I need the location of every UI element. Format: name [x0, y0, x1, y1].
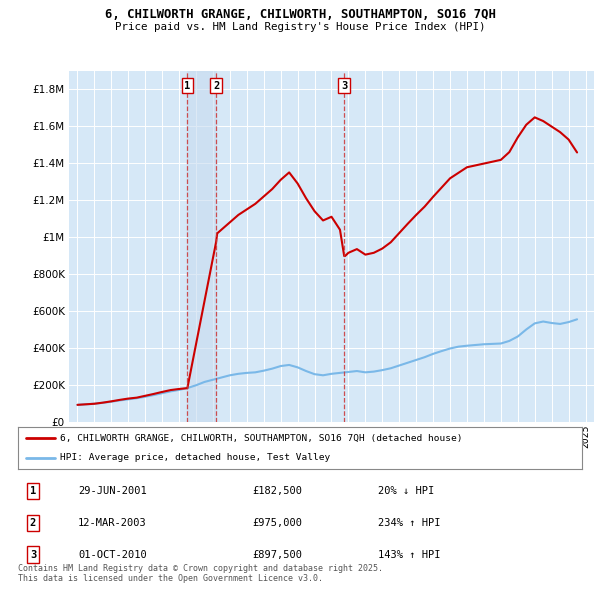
Text: 01-OCT-2010: 01-OCT-2010: [78, 550, 147, 559]
Text: 3: 3: [341, 81, 347, 91]
Text: Price paid vs. HM Land Registry's House Price Index (HPI): Price paid vs. HM Land Registry's House …: [115, 22, 485, 32]
Text: £897,500: £897,500: [252, 550, 302, 559]
Text: 1: 1: [30, 486, 36, 496]
Text: 2: 2: [213, 81, 219, 91]
Text: 20% ↓ HPI: 20% ↓ HPI: [378, 486, 434, 496]
Text: 2: 2: [30, 518, 36, 527]
Text: 29-JUN-2001: 29-JUN-2001: [78, 486, 147, 496]
Text: 6, CHILWORTH GRANGE, CHILWORTH, SOUTHAMPTON, SO16 7QH: 6, CHILWORTH GRANGE, CHILWORTH, SOUTHAMP…: [104, 8, 496, 21]
Text: 6, CHILWORTH GRANGE, CHILWORTH, SOUTHAMPTON, SO16 7QH (detached house): 6, CHILWORTH GRANGE, CHILWORTH, SOUTHAMP…: [60, 434, 463, 442]
Text: 12-MAR-2003: 12-MAR-2003: [78, 518, 147, 527]
Text: £975,000: £975,000: [252, 518, 302, 527]
Text: 3: 3: [30, 550, 36, 559]
Text: HPI: Average price, detached house, Test Valley: HPI: Average price, detached house, Test…: [60, 453, 331, 462]
Text: 1: 1: [184, 81, 191, 91]
Text: 234% ↑ HPI: 234% ↑ HPI: [378, 518, 440, 527]
Text: £182,500: £182,500: [252, 486, 302, 496]
Bar: [187, 71, 216, 422]
Text: 143% ↑ HPI: 143% ↑ HPI: [378, 550, 440, 559]
Text: Contains HM Land Registry data © Crown copyright and database right 2025.
This d: Contains HM Land Registry data © Crown c…: [18, 563, 383, 583]
